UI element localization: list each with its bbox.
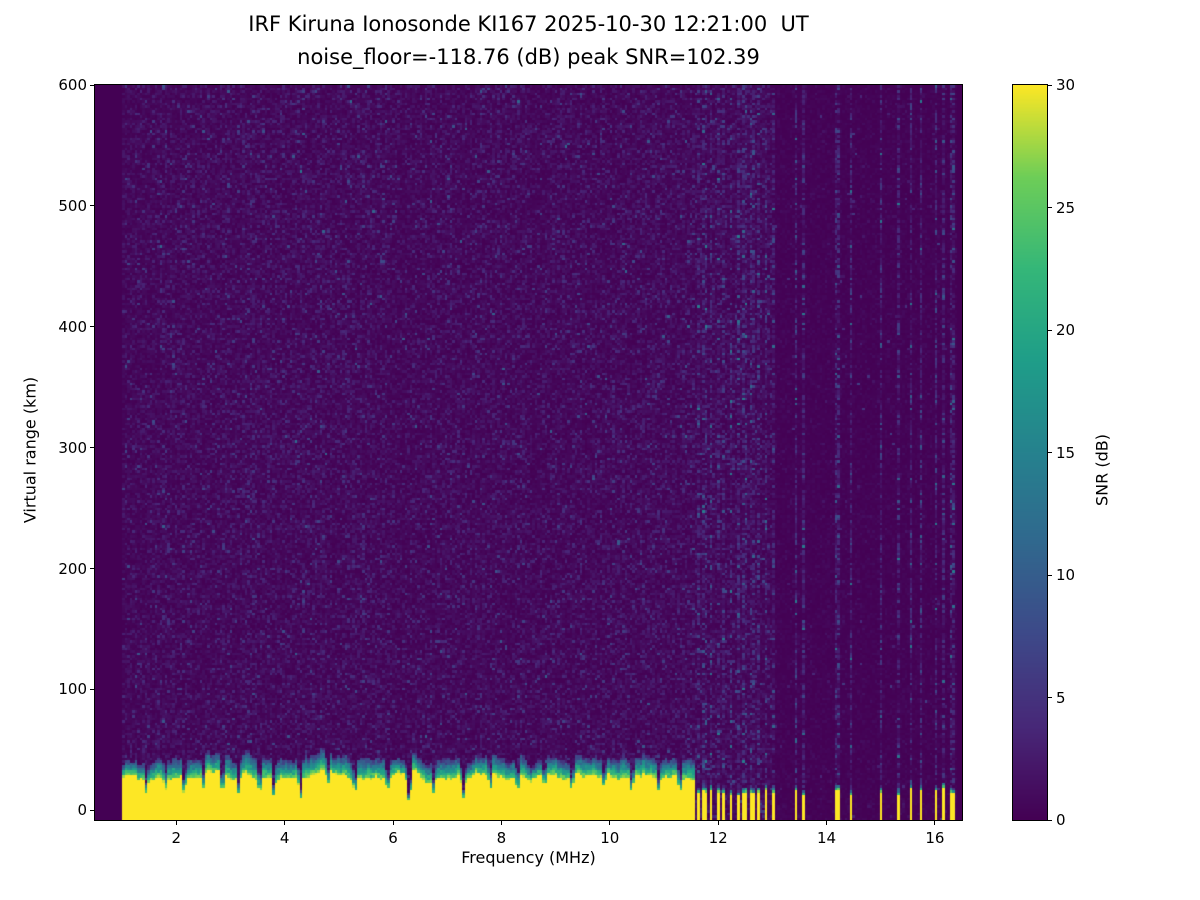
colorbar xyxy=(1012,84,1048,821)
cbar-tick-mark xyxy=(1048,207,1052,208)
x-tick-mark xyxy=(826,821,828,825)
cbar-tick-mark xyxy=(1048,574,1052,576)
y-tick-mark xyxy=(90,84,94,86)
x-tick-label: 10 xyxy=(600,829,620,847)
plot-title: IRF Kiruna Ionosonde KI167 2025-10-30 12… xyxy=(248,12,809,36)
cbar-tick-label: 5 xyxy=(1056,688,1066,707)
y-tick-mark xyxy=(90,447,94,449)
y-tick-mark xyxy=(90,688,94,690)
y-tick-label: 200 xyxy=(58,559,87,578)
x-tick-label: 12 xyxy=(708,829,728,847)
x-axis-label: Frequency (MHz) xyxy=(461,848,596,867)
cbar-tick-mark xyxy=(1048,84,1052,86)
cbar-tick-label: 20 xyxy=(1056,321,1076,339)
y-tick-mark xyxy=(90,205,94,207)
x-tick-mark xyxy=(934,821,936,825)
x-tick-mark xyxy=(609,821,611,825)
x-tick-mark xyxy=(175,821,177,825)
y-tick-mark xyxy=(90,809,94,811)
y-tick-label: 600 xyxy=(58,76,87,94)
cbar-tick-mark xyxy=(1048,329,1052,331)
x-tick-label: 16 xyxy=(925,829,945,847)
x-tick-label: 4 xyxy=(279,829,290,847)
x-tick-mark xyxy=(284,821,286,825)
plot-area xyxy=(94,84,963,821)
x-tick-label: 6 xyxy=(388,829,398,847)
x-tick-label: 14 xyxy=(816,829,837,847)
cbar-tick-label: 25 xyxy=(1056,198,1076,217)
y-tick-label: 100 xyxy=(58,680,87,699)
plot-subtitle: noise_floor=-118.76 (dB) peak SNR=102.39 xyxy=(297,45,760,69)
cbar-tick-label: 30 xyxy=(1056,76,1076,94)
y-tick-label: 500 xyxy=(58,196,87,215)
y-tick-mark xyxy=(90,326,94,328)
cbar-tick-label: 10 xyxy=(1056,566,1076,584)
y-tick-label: 400 xyxy=(58,317,87,336)
x-tick-label: 8 xyxy=(496,829,507,847)
x-tick-label: 2 xyxy=(171,829,182,847)
y-tick-label: 0 xyxy=(77,801,87,820)
y-tick-label: 300 xyxy=(58,438,87,457)
cbar-tick-mark xyxy=(1048,697,1052,698)
cbar-tick-mark xyxy=(1048,452,1052,453)
x-tick-mark xyxy=(500,821,502,825)
y-tick-mark xyxy=(90,568,94,570)
x-tick-mark xyxy=(717,821,719,825)
x-tick-mark xyxy=(392,821,394,825)
ionogram-heatmap xyxy=(95,85,962,820)
colorbar-gradient xyxy=(1013,85,1047,820)
cbar-tick-label: 15 xyxy=(1056,443,1076,462)
cbar-tick-label: 0 xyxy=(1056,811,1066,829)
cbar-tick-mark xyxy=(1048,819,1052,821)
